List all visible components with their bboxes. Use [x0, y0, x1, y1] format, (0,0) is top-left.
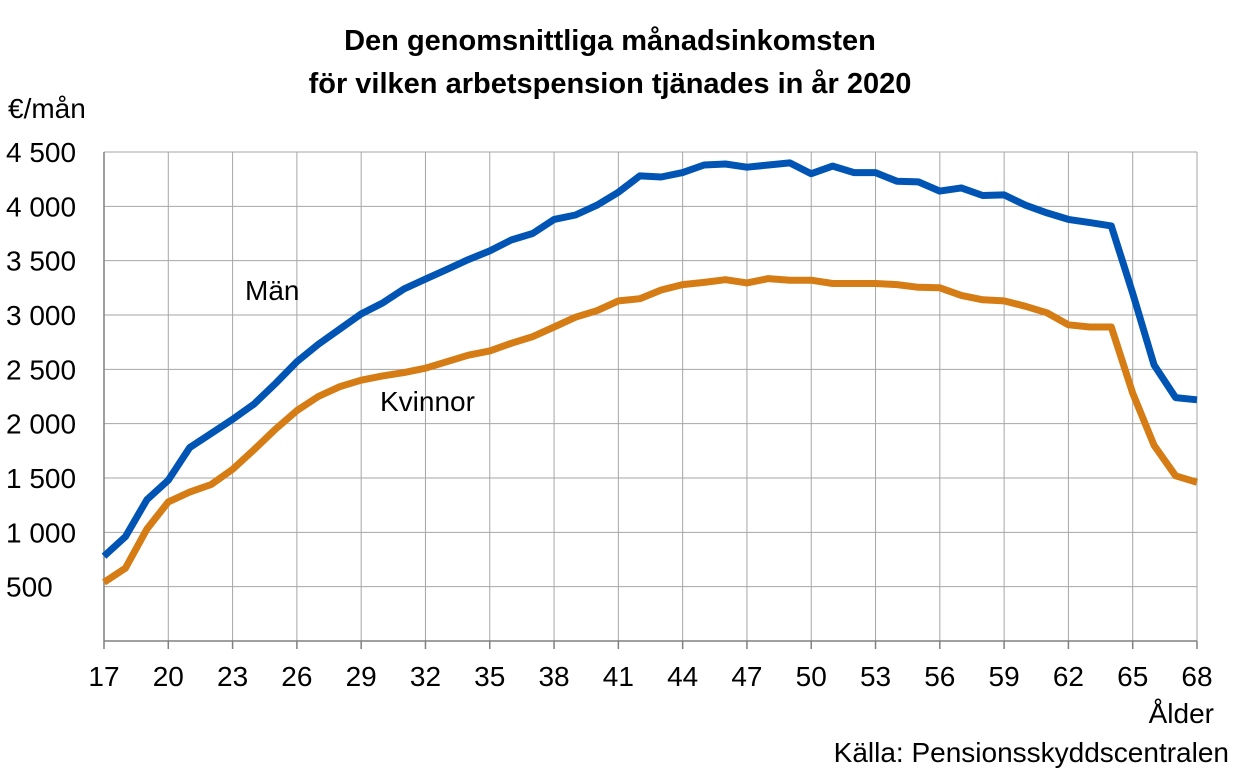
y-tick-label: 3 500: [6, 246, 76, 277]
grid-lines: [103, 151, 1198, 641]
x-tick-label: 50: [796, 661, 827, 692]
x-tick-label: 20: [153, 661, 184, 692]
x-tick-label: 35: [474, 661, 505, 692]
y-tick-label: 2 000: [6, 409, 76, 440]
x-tick-label: 38: [538, 661, 569, 692]
x-tick-label: 44: [667, 661, 698, 692]
chart-subtitle: för vilken arbetspension tjänades in år …: [309, 68, 912, 100]
y-tick-label: 3 000: [6, 300, 76, 331]
source-note: Källa: Pensionsskyddscentralen: [834, 737, 1229, 768]
x-tick-label: 41: [603, 661, 634, 692]
x-tick-labels: 17 20 23 26 29 32 35 38 41 44 47 50 53 56 59 62 65 68: [88, 661, 1212, 692]
x-tick-label: 59: [989, 661, 1020, 692]
series-line-kvinnor: [102, 275, 1199, 586]
y-axis-label: €/mån: [8, 93, 86, 124]
x-tick-label: 26: [281, 661, 312, 692]
x-tick-label: 68: [1181, 661, 1212, 692]
axes: [103, 152, 1198, 649]
x-tick-label: 17: [88, 661, 119, 692]
x-axis-label: Ålder: [1149, 698, 1214, 729]
x-tick-label: 29: [346, 661, 377, 692]
x-tick-label: 32: [410, 661, 441, 692]
y-tick-label: 1 500: [6, 463, 76, 494]
y-tick-label: 1 000: [6, 517, 76, 548]
y-tick-label: 4 000: [6, 191, 76, 222]
series-label-kvinnor: Kvinnor: [380, 386, 475, 417]
y-tick-labels: 500 1 000 1 500 2 000 2 500 3 000 3 500 4 000 4 …: [6, 137, 76, 603]
x-tick-label: 62: [1053, 661, 1084, 692]
y-tick-label: 500: [6, 572, 53, 603]
series-line-man: [101, 159, 1198, 559]
y-tick-label: 4 500: [6, 137, 76, 168]
y-tick-label: 2 500: [6, 354, 76, 385]
x-tick-label: 65: [1117, 661, 1148, 692]
x-tick-label: 53: [860, 661, 891, 692]
chart-title: Den genomsnittliga månadsinkomsten: [344, 25, 876, 57]
x-tick-label: 47: [731, 661, 762, 692]
x-tick-label: 23: [217, 661, 248, 692]
x-tick-label: 56: [924, 661, 955, 692]
series-label-man: Män: [245, 275, 299, 306]
series-lines: [101, 159, 1199, 586]
